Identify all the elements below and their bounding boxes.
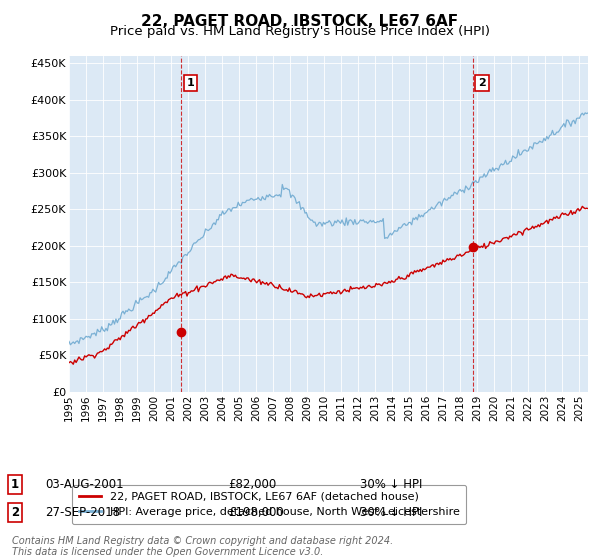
Text: 22, PAGET ROAD, IBSTOCK, LE67 6AF: 22, PAGET ROAD, IBSTOCK, LE67 6AF (142, 14, 458, 29)
Text: Price paid vs. HM Land Registry's House Price Index (HPI): Price paid vs. HM Land Registry's House … (110, 25, 490, 38)
Text: £198,000: £198,000 (228, 506, 284, 519)
Text: 1: 1 (11, 478, 19, 491)
Legend: 22, PAGET ROAD, IBSTOCK, LE67 6AF (detached house), HPI: Average price, detached: 22, PAGET ROAD, IBSTOCK, LE67 6AF (detac… (72, 485, 466, 524)
Text: 30% ↓ HPI: 30% ↓ HPI (360, 506, 422, 519)
Text: £82,000: £82,000 (228, 478, 276, 491)
Text: Contains HM Land Registry data © Crown copyright and database right 2024.
This d: Contains HM Land Registry data © Crown c… (12, 535, 393, 557)
Text: 03-AUG-2001: 03-AUG-2001 (45, 478, 124, 491)
Text: 2: 2 (478, 78, 486, 88)
Text: 27-SEP-2018: 27-SEP-2018 (45, 506, 120, 519)
Text: 1: 1 (187, 78, 194, 88)
Text: 30% ↓ HPI: 30% ↓ HPI (360, 478, 422, 491)
Text: 2: 2 (11, 506, 19, 519)
